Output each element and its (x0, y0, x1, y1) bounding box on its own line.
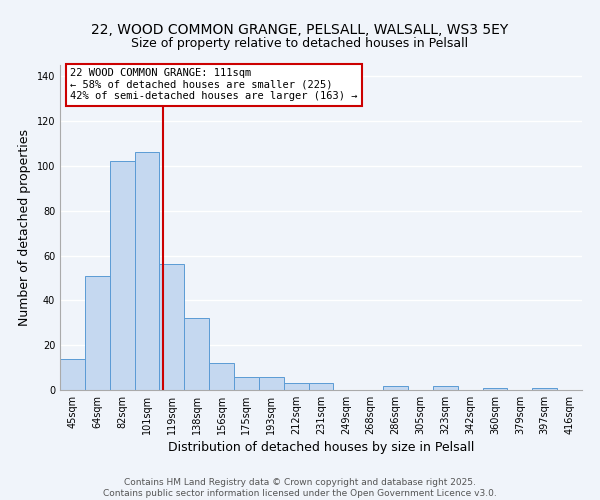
Text: 22, WOOD COMMON GRANGE, PELSALL, WALSALL, WS3 5EY: 22, WOOD COMMON GRANGE, PELSALL, WALSALL… (91, 22, 509, 36)
Bar (383, 386, 408, 390)
Text: Contains HM Land Registry data © Crown copyright and database right 2025.
Contai: Contains HM Land Registry data © Crown c… (103, 478, 497, 498)
Bar (110, 162, 134, 390)
Bar (482, 388, 508, 390)
Bar (60, 358, 85, 390)
Bar (532, 388, 557, 390)
Text: Size of property relative to detached houses in Pelsall: Size of property relative to detached ho… (131, 38, 469, 51)
Bar (433, 386, 458, 390)
Bar (209, 363, 234, 390)
Bar (284, 384, 308, 390)
Y-axis label: Number of detached properties: Number of detached properties (18, 129, 31, 326)
Bar (259, 376, 284, 390)
Bar (184, 318, 209, 390)
Bar (234, 376, 259, 390)
Bar (134, 152, 160, 390)
Bar (85, 276, 110, 390)
Bar (308, 384, 334, 390)
Text: 22 WOOD COMMON GRANGE: 111sqm
← 58% of detached houses are smaller (225)
42% of : 22 WOOD COMMON GRANGE: 111sqm ← 58% of d… (70, 68, 358, 102)
X-axis label: Distribution of detached houses by size in Pelsall: Distribution of detached houses by size … (168, 441, 474, 454)
Bar (160, 264, 184, 390)
